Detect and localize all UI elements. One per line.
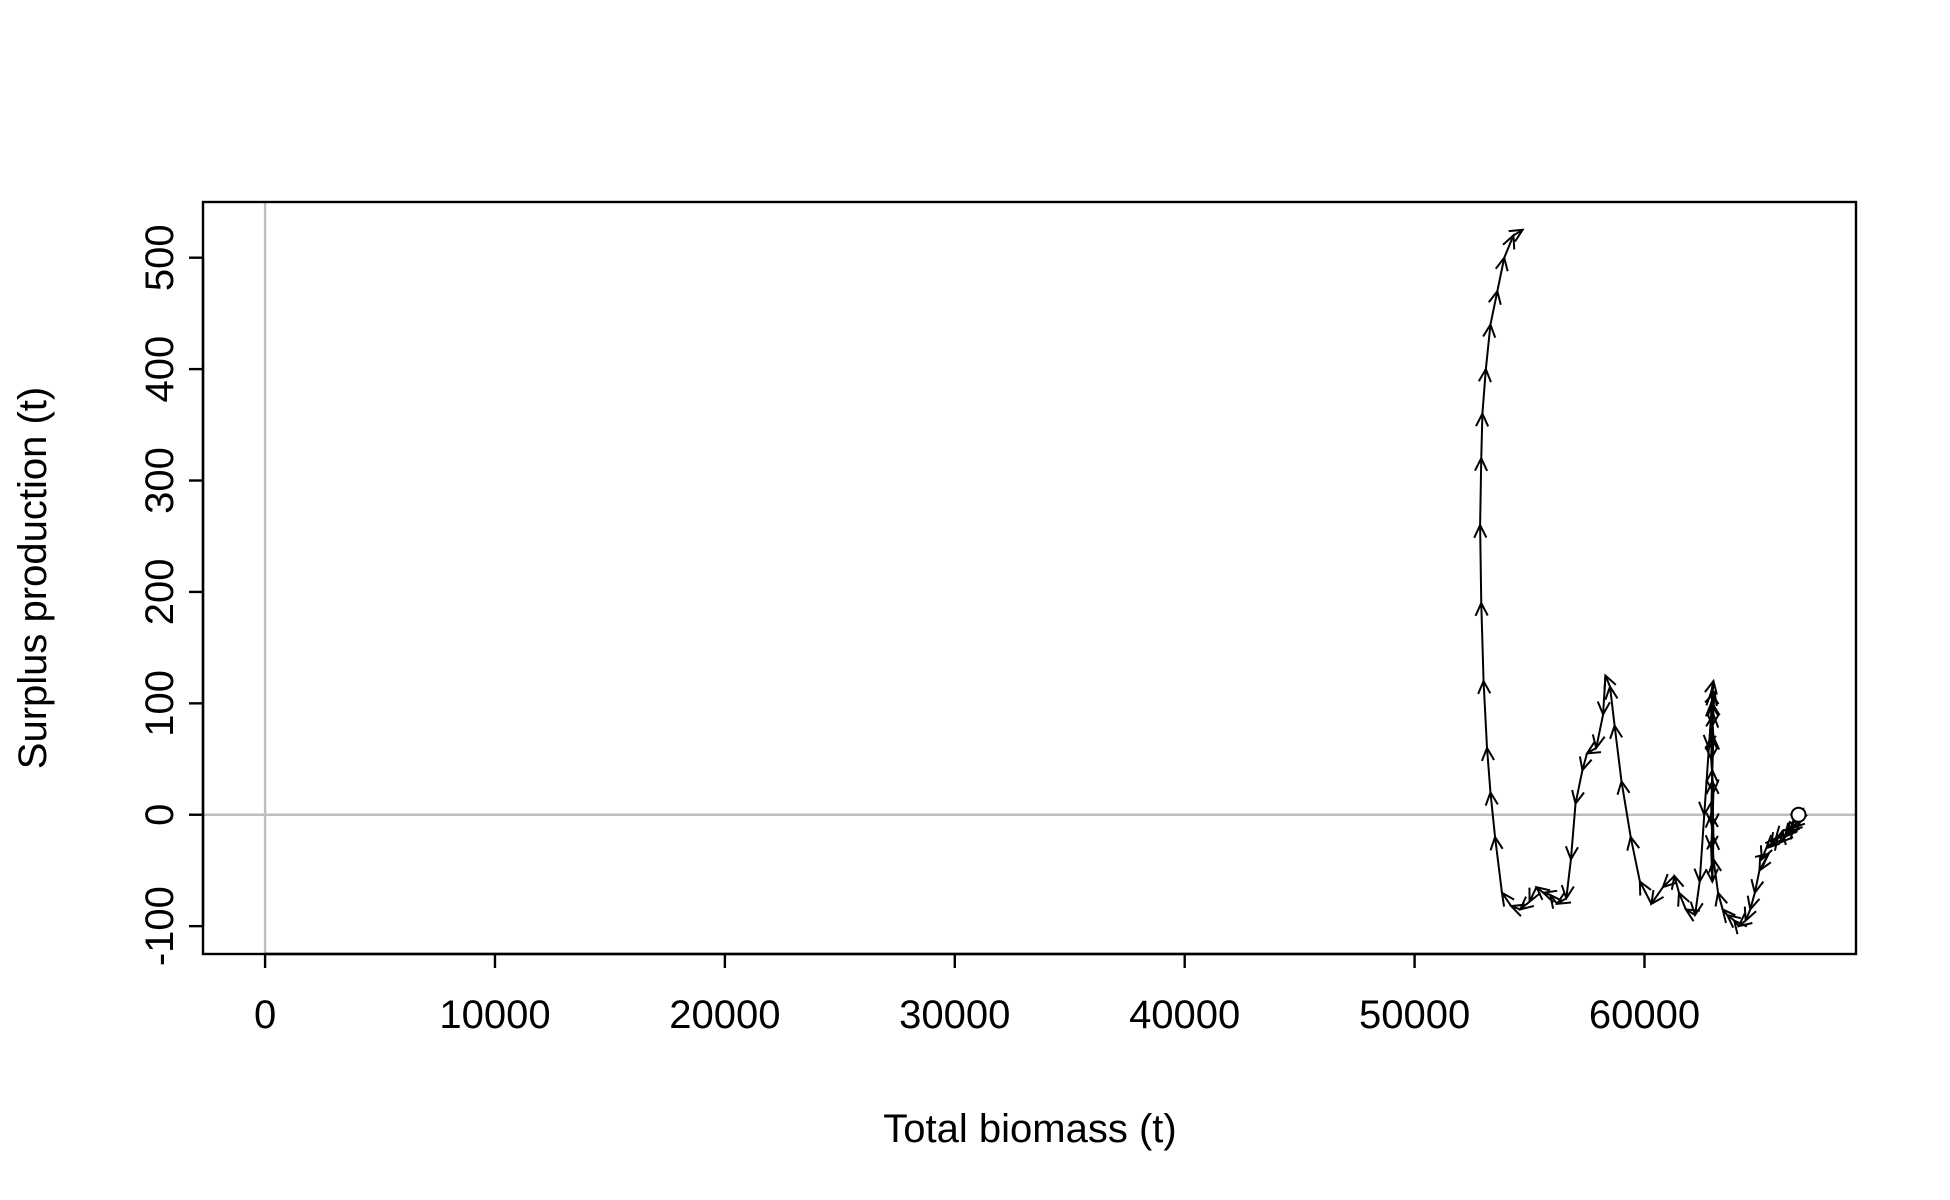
start-point-marker: [1790, 806, 1807, 823]
trajectory-arrowhead: [1650, 889, 1665, 906]
trajectory-segment: [1569, 803, 1577, 860]
x-tick-label: 10000: [439, 993, 550, 1037]
y-tick-label: 400: [138, 336, 182, 403]
trajectory-segment: [1574, 769, 1584, 804]
trajectory-segment: [1489, 290, 1499, 325]
y-axis-title: Surplus production (t): [11, 387, 55, 769]
trajectory-arrowhead: [1500, 890, 1515, 907]
trajectory-segment: [1717, 892, 1724, 910]
trajectory-segment: [1609, 686, 1616, 726]
trajectory-segment: [1620, 781, 1632, 838]
trajectory-arrowhead: [1508, 228, 1525, 243]
trajectory-segment: [1711, 836, 1715, 882]
trajectory-segment: [1707, 680, 1715, 748]
trajectory-segment: [1480, 413, 1484, 459]
trajectory-segment: [1613, 725, 1623, 782]
trajectory-segment: [1602, 675, 1607, 715]
trajectory-segment: [1595, 714, 1605, 749]
trajectory-segment: [1629, 836, 1641, 882]
y-tick-label: 200: [138, 559, 182, 626]
trajectory-segment: [1501, 892, 1512, 907]
trajectory-segment: [1503, 235, 1515, 259]
y-tick-label: 100: [138, 670, 182, 737]
x-axis-title: Total biomass (t): [883, 1107, 1176, 1151]
trajectory-segment: [1710, 714, 1715, 737]
trajectory-segment: [1528, 886, 1538, 903]
trajectory-segment: [1678, 892, 1687, 910]
trajectory-segment: [1650, 886, 1664, 905]
trajectory-segment: [1758, 853, 1770, 871]
trajectory-segment: [1480, 603, 1485, 682]
trajectory-segment: [1711, 781, 1715, 838]
x-tick-label: 20000: [669, 993, 780, 1037]
x-tick-label: 60000: [1589, 993, 1700, 1037]
plot-frame: [201, 200, 1858, 956]
trajectory-segment: [1639, 881, 1653, 905]
y-tick-label: -100: [138, 886, 182, 966]
y-tick-label: 500: [138, 224, 182, 291]
trajectory-segment: [1765, 836, 1779, 849]
x-tick-label: 50000: [1359, 993, 1470, 1037]
trajectory-segment: [1494, 836, 1503, 893]
trajectory-segment: [1496, 257, 1506, 292]
y-tick-label: 0: [138, 804, 182, 826]
trajectory-segment: [1753, 870, 1761, 893]
x-tick-label: 30000: [899, 993, 1010, 1037]
trajectory-segment: [1486, 747, 1492, 793]
trajectory-segment: [1482, 681, 1489, 748]
trajectory-segment: [1710, 825, 1714, 849]
trajectory-segment: [1565, 859, 1572, 899]
trajectory-segment: [1479, 458, 1483, 526]
trajectory-segment: [1703, 747, 1710, 815]
trajectory-segment: [1673, 875, 1680, 893]
trajectory-segment: [1479, 525, 1483, 604]
x-tick-label: 0: [254, 993, 276, 1037]
trajectory-segment: [1481, 369, 1487, 414]
y-tick-label: 300: [138, 447, 182, 514]
trajectory-segment: [1662, 875, 1676, 888]
x-tick-label: 40000: [1129, 993, 1240, 1037]
trajectory-segment: [1581, 753, 1588, 771]
trajectory-segment: [1489, 792, 1497, 838]
trajectory-segment: [1698, 814, 1706, 882]
trajectory-segment: [1484, 324, 1492, 370]
trajectory-segment: [1749, 892, 1756, 910]
